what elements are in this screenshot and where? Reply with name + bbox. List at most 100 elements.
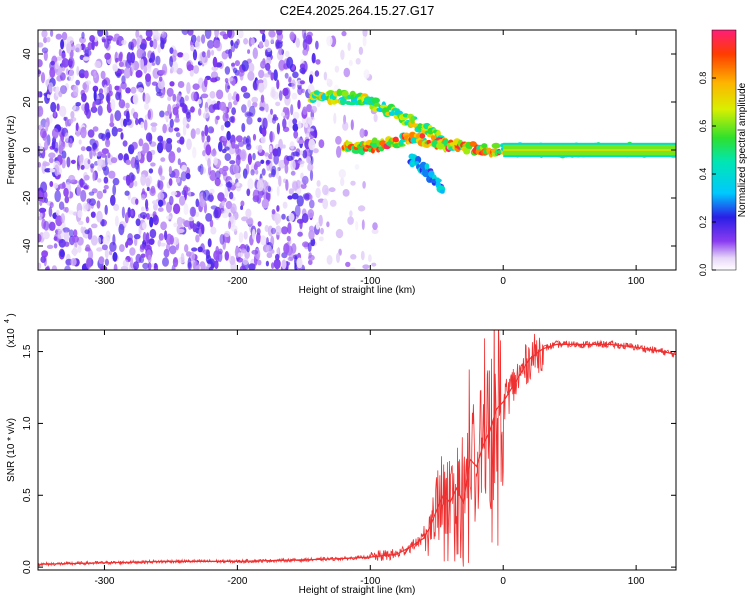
heatmap-cell bbox=[97, 158, 103, 167]
heatmap-cell bbox=[118, 153, 124, 161]
heatmap-cell bbox=[85, 244, 91, 252]
heatmap-cell bbox=[164, 230, 168, 241]
heatmap-cell bbox=[342, 121, 349, 131]
heatmap-cell bbox=[150, 185, 156, 194]
heatmap-cell bbox=[158, 233, 164, 241]
heatmap-cell bbox=[265, 159, 271, 165]
heatmap-cell bbox=[315, 59, 321, 65]
heatmap-cell bbox=[160, 175, 165, 181]
heatmap-cell bbox=[315, 187, 321, 199]
heatmap-cell bbox=[110, 113, 114, 125]
heatmap-cell bbox=[481, 143, 488, 149]
heatmap-cell bbox=[228, 77, 234, 82]
heatmap-cell bbox=[105, 128, 111, 141]
heatmap-cell bbox=[148, 238, 155, 246]
heatmap-cell bbox=[58, 238, 66, 248]
heatmap-cell bbox=[316, 99, 321, 108]
heatmap-cell bbox=[274, 213, 282, 225]
heatmap-cell bbox=[297, 99, 301, 110]
heatmap-cell bbox=[247, 217, 254, 227]
heatmap-cell bbox=[101, 148, 109, 155]
heatmap-cell bbox=[341, 30, 347, 37]
heatmap-cell bbox=[290, 170, 296, 176]
heatmap-cell bbox=[245, 138, 250, 144]
heatmap-cell bbox=[359, 128, 365, 139]
heatmap-cell bbox=[73, 229, 78, 238]
heatmap-cell bbox=[242, 136, 247, 145]
heatmap-cell bbox=[247, 71, 255, 81]
heatmap-cell bbox=[158, 69, 166, 75]
heatmap-cell bbox=[297, 120, 302, 130]
heatmap-cell bbox=[363, 69, 370, 79]
heatmap-cell bbox=[175, 132, 181, 138]
heatmap-cell bbox=[230, 203, 237, 215]
heatmap-cell bbox=[177, 81, 185, 88]
heatmap-cell bbox=[172, 49, 178, 58]
heatmap-cell bbox=[131, 141, 138, 150]
snr-series-noise bbox=[38, 330, 676, 567]
heatmap-cell bbox=[308, 259, 313, 265]
heatmap-cell bbox=[349, 266, 356, 270]
heatmap-cell bbox=[78, 154, 84, 166]
heatmap-cell bbox=[181, 30, 189, 36]
heatmap-cell bbox=[87, 159, 91, 165]
heatmap-cell bbox=[227, 92, 232, 101]
heatmap-cell bbox=[301, 213, 309, 224]
heatmap-cell bbox=[96, 190, 104, 200]
heatmap-cell bbox=[326, 35, 333, 47]
heatmap-cell bbox=[145, 232, 150, 244]
heatmap-cell bbox=[240, 205, 244, 210]
heatmap-cell bbox=[46, 36, 51, 43]
heatmap-cell bbox=[58, 183, 66, 189]
heatmap-cell bbox=[79, 73, 85, 78]
heatmap-cell bbox=[75, 79, 80, 86]
heatmap-cell bbox=[70, 111, 75, 119]
heatmap-cell bbox=[96, 200, 101, 209]
heatmap-cell bbox=[78, 139, 82, 145]
heatmap-cell bbox=[71, 235, 79, 243]
heatmap-cell bbox=[76, 65, 80, 76]
heatmap-cell bbox=[201, 131, 205, 143]
heatmap-cell bbox=[292, 123, 299, 132]
heatmap-cell bbox=[116, 72, 121, 79]
heatmap-cell bbox=[289, 31, 295, 41]
heatmap-cell bbox=[206, 259, 213, 265]
heatmap-cell bbox=[198, 108, 202, 116]
heatmap-cell bbox=[143, 65, 148, 74]
heatmap-cell bbox=[371, 97, 380, 104]
heatmap-cell bbox=[112, 251, 118, 262]
snr-frame bbox=[37, 329, 677, 571]
heatmap-cell bbox=[284, 163, 289, 174]
heatmap-cell bbox=[89, 148, 93, 160]
heatmap-cell bbox=[80, 164, 85, 170]
heatmap-cell bbox=[53, 182, 59, 189]
heatmap-cell bbox=[308, 229, 315, 240]
heatmap-cell bbox=[237, 30, 244, 39]
heatmap-cell bbox=[224, 120, 231, 128]
colorbar-tick-label: 0.8 bbox=[698, 72, 708, 85]
heatmap-cell bbox=[40, 72, 46, 84]
heatmap-cell bbox=[82, 56, 90, 61]
heatmap-cell bbox=[371, 228, 379, 234]
heatmap-cell bbox=[248, 62, 255, 73]
heatmap-cell bbox=[273, 69, 278, 82]
heatmap-cell bbox=[228, 220, 232, 230]
heatmap-cell bbox=[278, 175, 282, 187]
heatmap-cell bbox=[168, 178, 173, 186]
heatmap-cell bbox=[149, 216, 154, 228]
heatmap-cell bbox=[139, 212, 148, 219]
heatmap-cell bbox=[157, 78, 165, 90]
heatmap-cell bbox=[38, 262, 42, 269]
heatmap-cell bbox=[58, 201, 65, 210]
heatmap-cell bbox=[229, 116, 235, 123]
heatmap-cell bbox=[308, 138, 316, 151]
heatmap-cell bbox=[152, 38, 158, 50]
heatmap-cell bbox=[73, 85, 79, 97]
heatmap-cell bbox=[140, 58, 144, 70]
heatmap-cell bbox=[187, 30, 194, 36]
heatmap-cell bbox=[49, 114, 53, 124]
heatmap-cell bbox=[46, 265, 50, 270]
heatmap-cell bbox=[134, 237, 138, 247]
heatmap-cell bbox=[158, 199, 164, 207]
heatmap-cell bbox=[58, 90, 63, 98]
